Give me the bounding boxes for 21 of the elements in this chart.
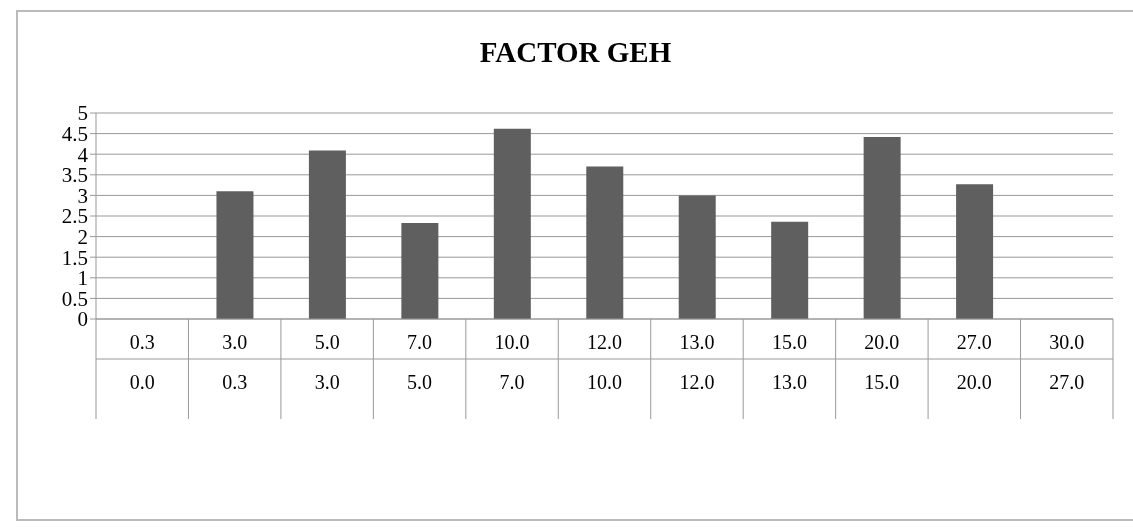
- bar: [863, 136, 901, 319]
- x-tick-label: 20.0 15.0: [864, 331, 900, 393]
- bar: [678, 195, 716, 319]
- x-tick-label: 12.0 10.0: [587, 331, 622, 393]
- bar: [216, 191, 254, 319]
- x-tick-label: 15.0 13.0: [771, 331, 807, 393]
- x-tick-label: 13.0 12.0: [679, 331, 715, 393]
- bar: [493, 128, 531, 319]
- x-tick-label: 0.3 0.0: [129, 331, 155, 393]
- x-tick-label: 27.0 20.0: [956, 331, 992, 393]
- bar: [956, 184, 994, 319]
- bar: [586, 166, 624, 319]
- x-tick-label: 10.0 7.0: [494, 331, 530, 393]
- bar: [401, 223, 439, 319]
- bar: [771, 221, 809, 319]
- x-tick-label: 5.0 3.0: [314, 331, 340, 393]
- x-tick-label: 30.0 27.0: [1049, 331, 1085, 393]
- bar: [308, 150, 346, 319]
- x-tick-label: 3.0 0.3: [222, 331, 248, 393]
- x-tick-label: 7.0 5.0: [407, 331, 433, 393]
- chart-title: FACTOR GEH: [478, 36, 673, 69]
